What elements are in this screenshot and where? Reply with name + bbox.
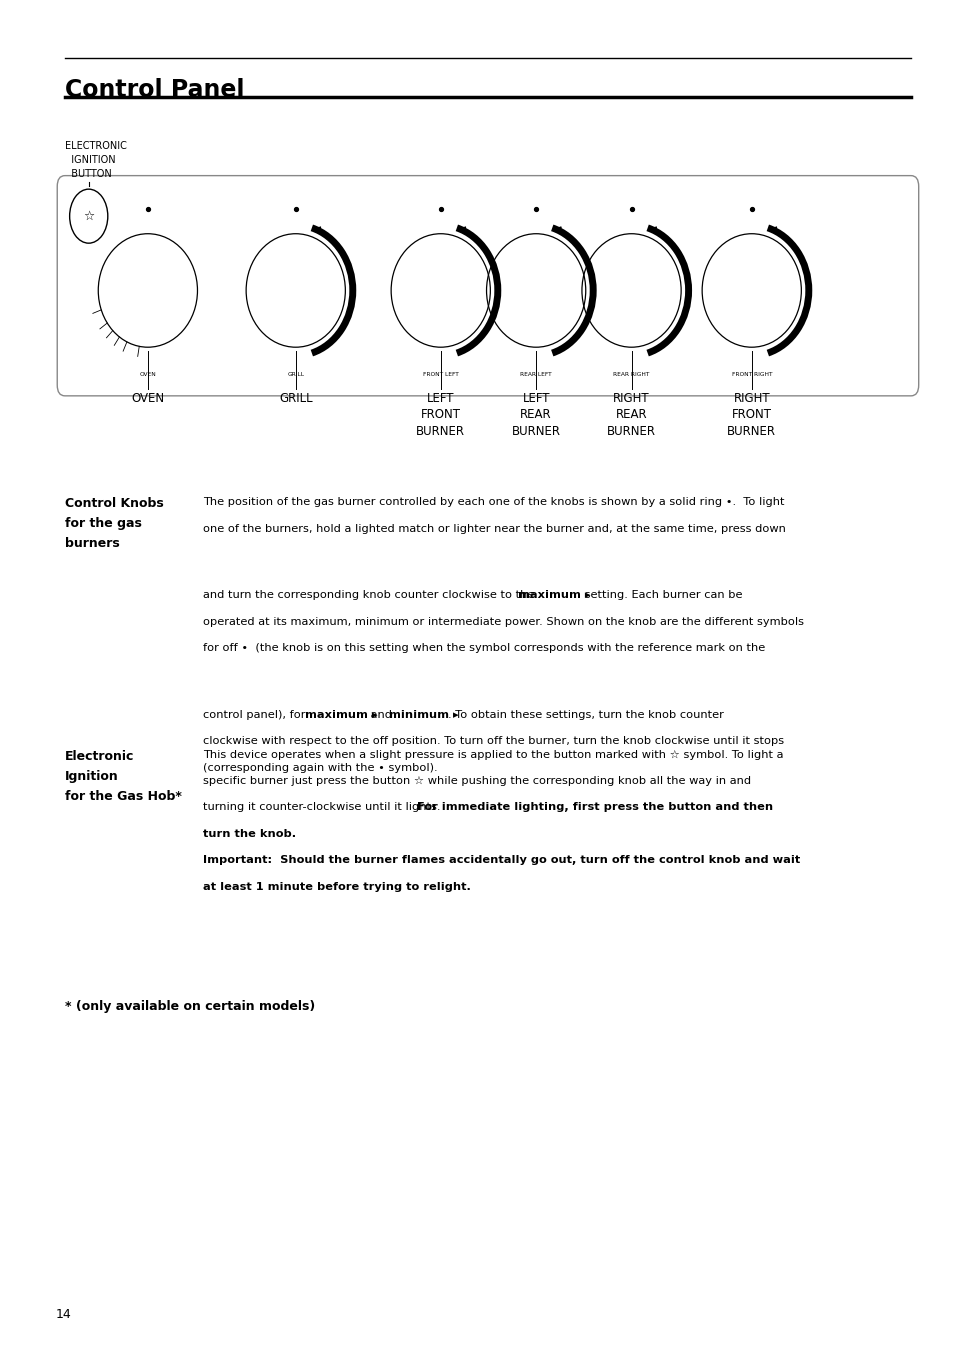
Text: Electronic
Ignition
for the Gas Hob*: Electronic Ignition for the Gas Hob* [65, 750, 182, 802]
Text: 14: 14 [55, 1308, 71, 1321]
Text: OVEN: OVEN [132, 392, 164, 405]
Text: at least 1 minute before trying to relight.: at least 1 minute before trying to relig… [203, 882, 471, 892]
Text: minimum ▸: minimum ▸ [389, 709, 458, 720]
FancyBboxPatch shape [57, 176, 918, 396]
Text: RIGHT
REAR
BURNER: RIGHT REAR BURNER [606, 392, 656, 438]
Text: * (only available on certain models): * (only available on certain models) [65, 1000, 314, 1013]
Text: clockwise with respect to the off position. To turn off the burner, turn the kno: clockwise with respect to the off positi… [203, 736, 783, 746]
Text: turning it counter-clockwise until it lights.: turning it counter-clockwise until it li… [203, 802, 444, 812]
Text: . To obtain these settings, turn the knob counter: . To obtain these settings, turn the kno… [448, 709, 723, 720]
Text: specific burner just press the button ☆ while pushing the corresponding knob all: specific burner just press the button ☆ … [203, 775, 751, 786]
Text: (corresponding again with the • symbol).: (corresponding again with the • symbol). [203, 762, 437, 773]
Text: setting. Each burner can be: setting. Each burner can be [580, 590, 741, 600]
Text: Important:  Should the burner flames accidentally go out, turn off the control k: Important: Should the burner flames acci… [203, 855, 800, 865]
Text: GRILL: GRILL [278, 392, 313, 405]
Text: Control Panel: Control Panel [65, 78, 244, 103]
Text: maximum ▸: maximum ▸ [305, 709, 377, 720]
Text: ☆: ☆ [83, 209, 94, 223]
Text: The position of the gas burner controlled by each one of the knobs is shown by a: The position of the gas burner controlle… [203, 497, 784, 507]
Text: LEFT
REAR
BURNER: LEFT REAR BURNER [511, 392, 560, 438]
Text: FRONT LEFT: FRONT LEFT [422, 372, 458, 377]
Text: GRILL: GRILL [287, 372, 304, 377]
Text: RIGHT
FRONT
BURNER: RIGHT FRONT BURNER [726, 392, 776, 438]
Text: turn the knob.: turn the knob. [203, 830, 296, 839]
Text: ELECTRONIC
  IGNITION
  BUTTON: ELECTRONIC IGNITION BUTTON [65, 141, 127, 178]
Text: and turn the corresponding knob counter clockwise to the: and turn the corresponding knob counter … [203, 590, 537, 600]
Text: one of the burners, hold a lighted match or lighter near the burner and, at the : one of the burners, hold a lighted match… [203, 523, 785, 534]
Text: control panel), for: control panel), for [203, 709, 309, 720]
Text: For immediate lighting, first press the button and then: For immediate lighting, first press the … [416, 802, 772, 812]
Text: operated at its maximum, minimum or intermediate power. Shown on the knob are th: operated at its maximum, minimum or inte… [203, 616, 803, 627]
Text: for off •  (the knob is on this setting when the symbol corresponds with the ref: for off • (the knob is on this setting w… [203, 643, 764, 653]
Text: This device operates when a slight pressure is applied to the button marked with: This device operates when a slight press… [203, 750, 782, 759]
Text: FRONT RIGHT: FRONT RIGHT [731, 372, 771, 377]
Text: REAR LEFT: REAR LEFT [519, 372, 552, 377]
Text: Control Knobs
for the gas
burners: Control Knobs for the gas burners [65, 497, 164, 550]
Text: and: and [367, 709, 395, 720]
Text: maximum ▸: maximum ▸ [517, 590, 590, 600]
Text: REAR RIGHT: REAR RIGHT [613, 372, 649, 377]
Text: LEFT
FRONT
BURNER: LEFT FRONT BURNER [416, 392, 465, 438]
Text: OVEN: OVEN [139, 372, 156, 377]
